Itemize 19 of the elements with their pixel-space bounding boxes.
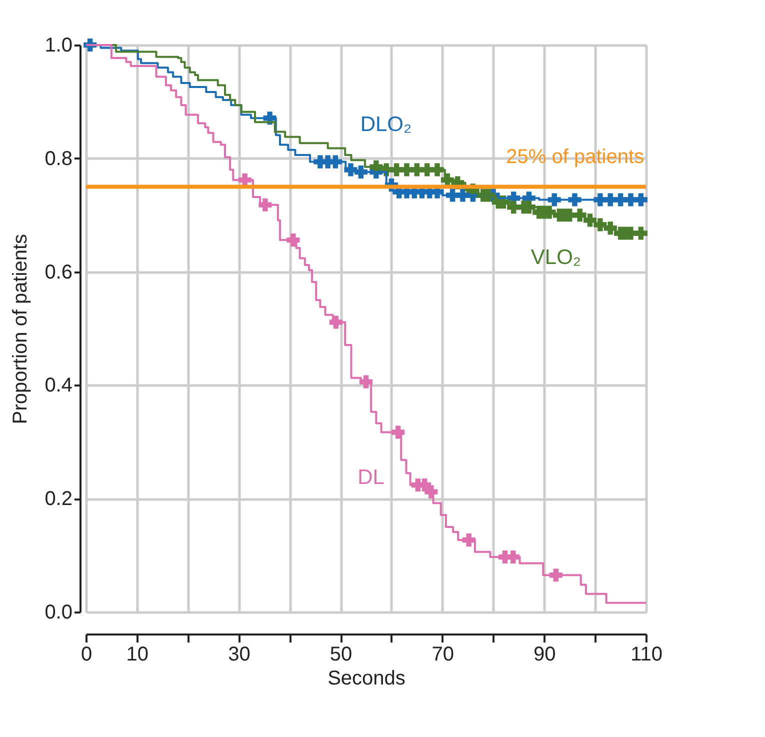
y-tick-label: 0.2 [44,488,72,510]
y-tick-label: 0.4 [44,374,72,397]
x-tick-label: 10 [126,644,149,666]
y-tick-label: 0.6 [44,261,72,284]
y-tick-label: 0.8 [44,148,72,170]
series-label: VLO₂ [530,246,582,269]
y-tick-label: 0.0 [44,602,72,624]
series-label: DLO₂ [360,113,412,136]
x-axis-title: Seconds [328,668,406,690]
x-tick-label: 70 [432,644,454,666]
ref-line-label: 25% of patients [506,146,644,168]
x-tick-label: 30 [228,644,250,666]
x-tick-label: 50 [330,644,352,666]
y-tick-label: 1.0 [44,34,72,56]
series-label: DL [358,466,384,489]
x-tick-label: 110 [630,644,662,666]
x-tick-label: 90 [534,644,556,666]
x-tick-label: 0 [80,644,92,666]
y-axis-title: Proportion of patients [10,234,32,424]
